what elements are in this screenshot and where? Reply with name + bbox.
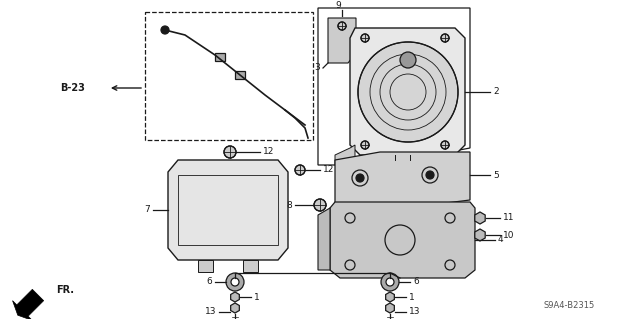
Circle shape	[314, 199, 326, 211]
Polygon shape	[475, 229, 485, 241]
Circle shape	[161, 26, 169, 34]
Text: 6: 6	[413, 278, 419, 286]
Circle shape	[361, 34, 369, 42]
Text: 13: 13	[409, 308, 420, 316]
Polygon shape	[475, 212, 485, 224]
Circle shape	[231, 278, 239, 286]
Circle shape	[426, 171, 434, 179]
Circle shape	[441, 141, 449, 149]
Text: 10: 10	[503, 231, 515, 240]
Text: 12: 12	[263, 147, 275, 157]
Polygon shape	[330, 202, 475, 278]
Text: 12: 12	[323, 166, 334, 174]
Circle shape	[226, 273, 244, 291]
Polygon shape	[335, 145, 355, 165]
Text: 13: 13	[205, 308, 216, 316]
Polygon shape	[386, 292, 394, 302]
Text: 11: 11	[503, 213, 515, 222]
Polygon shape	[13, 289, 44, 319]
Circle shape	[361, 141, 369, 149]
Polygon shape	[386, 303, 394, 313]
Polygon shape	[230, 303, 239, 313]
Text: 1: 1	[254, 293, 260, 301]
Bar	[235, 71, 245, 79]
Circle shape	[356, 174, 364, 182]
Text: B-23: B-23	[60, 83, 85, 93]
Polygon shape	[318, 208, 330, 270]
Text: FR.: FR.	[56, 285, 74, 295]
Text: 6: 6	[206, 278, 212, 286]
Text: 9: 9	[335, 1, 341, 10]
Text: 4: 4	[498, 235, 504, 244]
Circle shape	[224, 146, 236, 158]
Polygon shape	[335, 152, 470, 210]
Circle shape	[400, 52, 416, 68]
Polygon shape	[243, 260, 258, 272]
Polygon shape	[198, 260, 213, 272]
Polygon shape	[168, 160, 288, 260]
Circle shape	[295, 165, 305, 175]
Circle shape	[358, 42, 458, 142]
Circle shape	[381, 273, 399, 291]
Bar	[215, 53, 225, 61]
Text: 5: 5	[493, 170, 499, 180]
Polygon shape	[350, 28, 465, 155]
Text: 1: 1	[409, 293, 415, 301]
Text: 2: 2	[493, 87, 499, 97]
Bar	[145, 12, 313, 140]
Polygon shape	[230, 292, 239, 302]
Text: S9A4-B2315: S9A4-B2315	[544, 300, 595, 309]
Circle shape	[386, 278, 394, 286]
Circle shape	[338, 22, 346, 30]
Text: 7: 7	[144, 205, 150, 214]
Text: 3: 3	[314, 63, 320, 72]
Polygon shape	[328, 18, 356, 63]
Circle shape	[441, 34, 449, 42]
Text: 8: 8	[286, 201, 292, 210]
